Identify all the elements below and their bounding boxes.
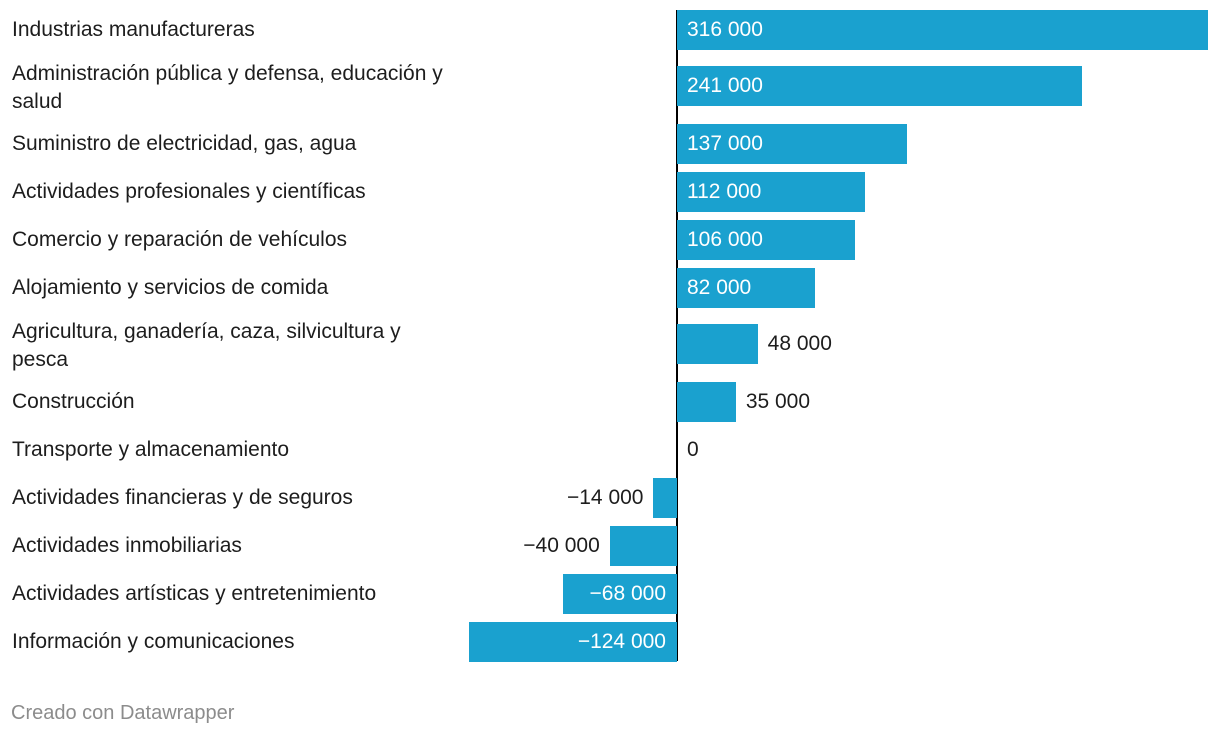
category-label: Comercio y reparación de vehículos bbox=[12, 228, 347, 251]
category-label: Alojamiento y servicios de comida bbox=[12, 276, 329, 299]
value-label: 0 bbox=[687, 438, 699, 461]
bar bbox=[677, 382, 736, 422]
category-label: Actividades profesionales y científicas bbox=[12, 180, 366, 203]
category-label: Transporte y almacenamiento bbox=[12, 438, 290, 461]
bar bbox=[562, 574, 677, 614]
value-label: 35 000 bbox=[745, 390, 811, 413]
bar bbox=[677, 268, 815, 308]
value-label: −14 000 bbox=[566, 486, 644, 509]
category-label: Administración pública y defensa, educac… bbox=[12, 62, 443, 113]
value-label: −40 000 bbox=[523, 534, 600, 557]
value-label: −124 000 bbox=[577, 630, 666, 653]
value-label: −68 000 bbox=[589, 582, 667, 605]
bar bbox=[677, 324, 758, 364]
value-label: 137 000 bbox=[687, 132, 763, 155]
category-label: Industrias manufactureras bbox=[12, 18, 255, 41]
bar bbox=[677, 124, 908, 164]
bar bbox=[653, 478, 677, 518]
bar bbox=[677, 66, 1082, 106]
value-label: 106 000 bbox=[687, 228, 763, 251]
category-label: Actividades financieras y de seguros bbox=[12, 486, 353, 509]
category-label: Información y comunicaciones bbox=[12, 630, 295, 653]
value-label: 316 000 bbox=[687, 18, 763, 41]
bar-chart: Industrias manufactureras 316 000 Administ… bbox=[12, 10, 1208, 662]
value-label: 241 000 bbox=[687, 74, 763, 97]
footer-credit: Creado con Datawrapper bbox=[11, 702, 235, 724]
bar bbox=[677, 172, 866, 212]
category-label: Suministro de electricidad, gas, agua bbox=[12, 132, 357, 155]
category-label: Actividades inmobiliarias bbox=[12, 534, 242, 557]
category-label: Construcción bbox=[12, 390, 135, 413]
bar bbox=[677, 10, 1208, 50]
value-label: 112 000 bbox=[687, 180, 762, 203]
value-label: 82 000 bbox=[687, 276, 752, 299]
bar bbox=[609, 526, 677, 566]
value-label: 48 000 bbox=[767, 332, 832, 355]
bar bbox=[677, 220, 856, 260]
bar bbox=[468, 622, 677, 662]
category-label: Actividades artísticas y entretenimiento bbox=[12, 582, 377, 605]
category-label: Agricultura, ganadería, caza, silvicultu… bbox=[12, 320, 401, 371]
